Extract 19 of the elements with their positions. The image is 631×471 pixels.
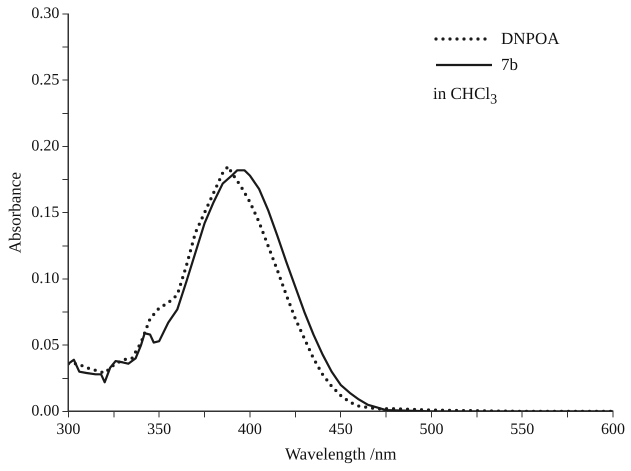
y-tick-label: 0.00 xyxy=(31,402,60,420)
y-tick-label: 0.25 xyxy=(31,71,60,88)
x-tick-label: 300 xyxy=(56,421,80,438)
x-tick-label: 350 xyxy=(147,421,172,438)
x-axis-title: Wavelength /nm xyxy=(284,444,396,464)
x-tick-label: 400 xyxy=(238,421,262,438)
y-tick-label: 0.10 xyxy=(31,270,60,288)
legend-label: DNPOA xyxy=(501,29,560,49)
x-tick-label: 600 xyxy=(601,421,625,438)
x-tick-label: 450 xyxy=(328,421,353,438)
y-tick-label: 0.20 xyxy=(31,138,60,155)
x-tick-label: 550 xyxy=(510,421,534,438)
y-tick-label: 0.30 xyxy=(31,5,60,22)
y-axis-title: Absorbance xyxy=(6,172,25,254)
y-tick-label: 0.15 xyxy=(31,204,60,221)
annotation: in CHCl$_{3}$ xyxy=(433,84,498,108)
x-tick-label: 500 xyxy=(419,421,444,438)
y-tick-label: 0.05 xyxy=(31,336,60,354)
legend-label: 7b xyxy=(501,55,518,75)
